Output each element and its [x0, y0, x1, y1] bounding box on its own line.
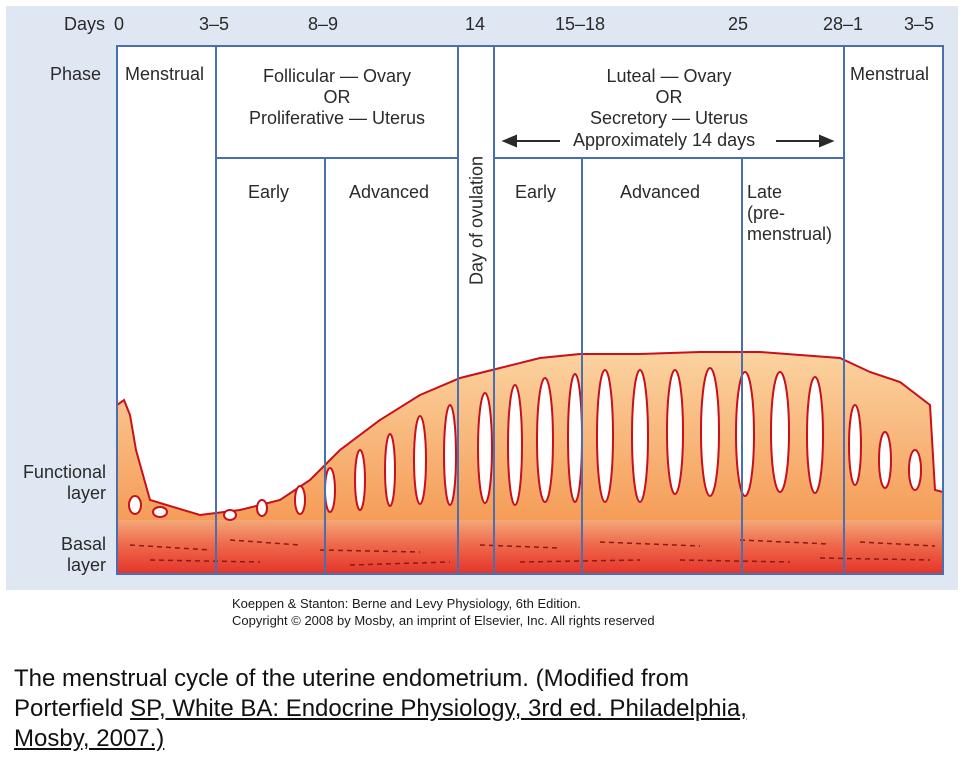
glands [128, 367, 922, 521]
day-tick: 8–9 [308, 14, 339, 34]
credit-line-1: Koeppen & Stanton: Berne and Levy Physio… [232, 596, 581, 611]
follicular-phase-label: Follicular — Ovary OR Proliferative — Ut… [248, 66, 426, 128]
phase-label: Phase [50, 64, 102, 84]
early-proliferative-label: Early [248, 182, 290, 202]
day-of-ovulation-label: Day of ovulation [466, 155, 487, 286]
luteal-phase-label: Luteal — Ovary OR Secretory — Uterus [589, 66, 749, 128]
luteal-duration-label: Approximately 14 days [573, 130, 756, 150]
functional-layer-label: Functional layer [22, 462, 106, 503]
menstrual-right-label: Menstrual [850, 64, 930, 84]
days-label: Days [64, 14, 106, 34]
basal-glands [129, 539, 936, 566]
duration-arrows [501, 134, 835, 148]
caption-line-2: Porterfield SP, White BA: Endocrine Phys… [14, 695, 747, 722]
functional-layer [116, 351, 944, 529]
menstrual-left-label: Menstrual [125, 64, 205, 84]
day-tick: 0 [114, 14, 125, 34]
reference-link[interactable]: SP, White BA: Endocrine Physiology, 3rd … [130, 695, 747, 722]
day-tick: 25 [728, 14, 749, 34]
advanced-secretory-label: Advanced [620, 182, 701, 202]
advanced-proliferative-label: Advanced [349, 182, 430, 202]
grid-lines [116, 45, 944, 575]
caption-line-3: Mosby, 2007.) [14, 724, 164, 754]
reference-link-end[interactable]: Mosby, 2007.) [14, 725, 165, 752]
credit-line-2: Copyright © 2008 by Mosby, an imprint of… [232, 613, 655, 628]
day-tick: 3–5 [199, 14, 230, 34]
late-premenstrual-label: Late (pre- menstrual) [747, 182, 833, 244]
basal-layer [117, 520, 943, 574]
early-secretory-label: Early [515, 182, 557, 202]
day-tick: 28–1 [823, 14, 864, 34]
day-tick: 3–5 [904, 14, 935, 34]
day-tick: 15–18 [555, 14, 606, 34]
endometrium-diagram [116, 45, 944, 575]
basal-layer-label: Basal layer [60, 534, 106, 575]
day-tick: 14 [465, 14, 486, 34]
caption-line-1: The menstrual cycle of the uterine endom… [14, 665, 689, 692]
